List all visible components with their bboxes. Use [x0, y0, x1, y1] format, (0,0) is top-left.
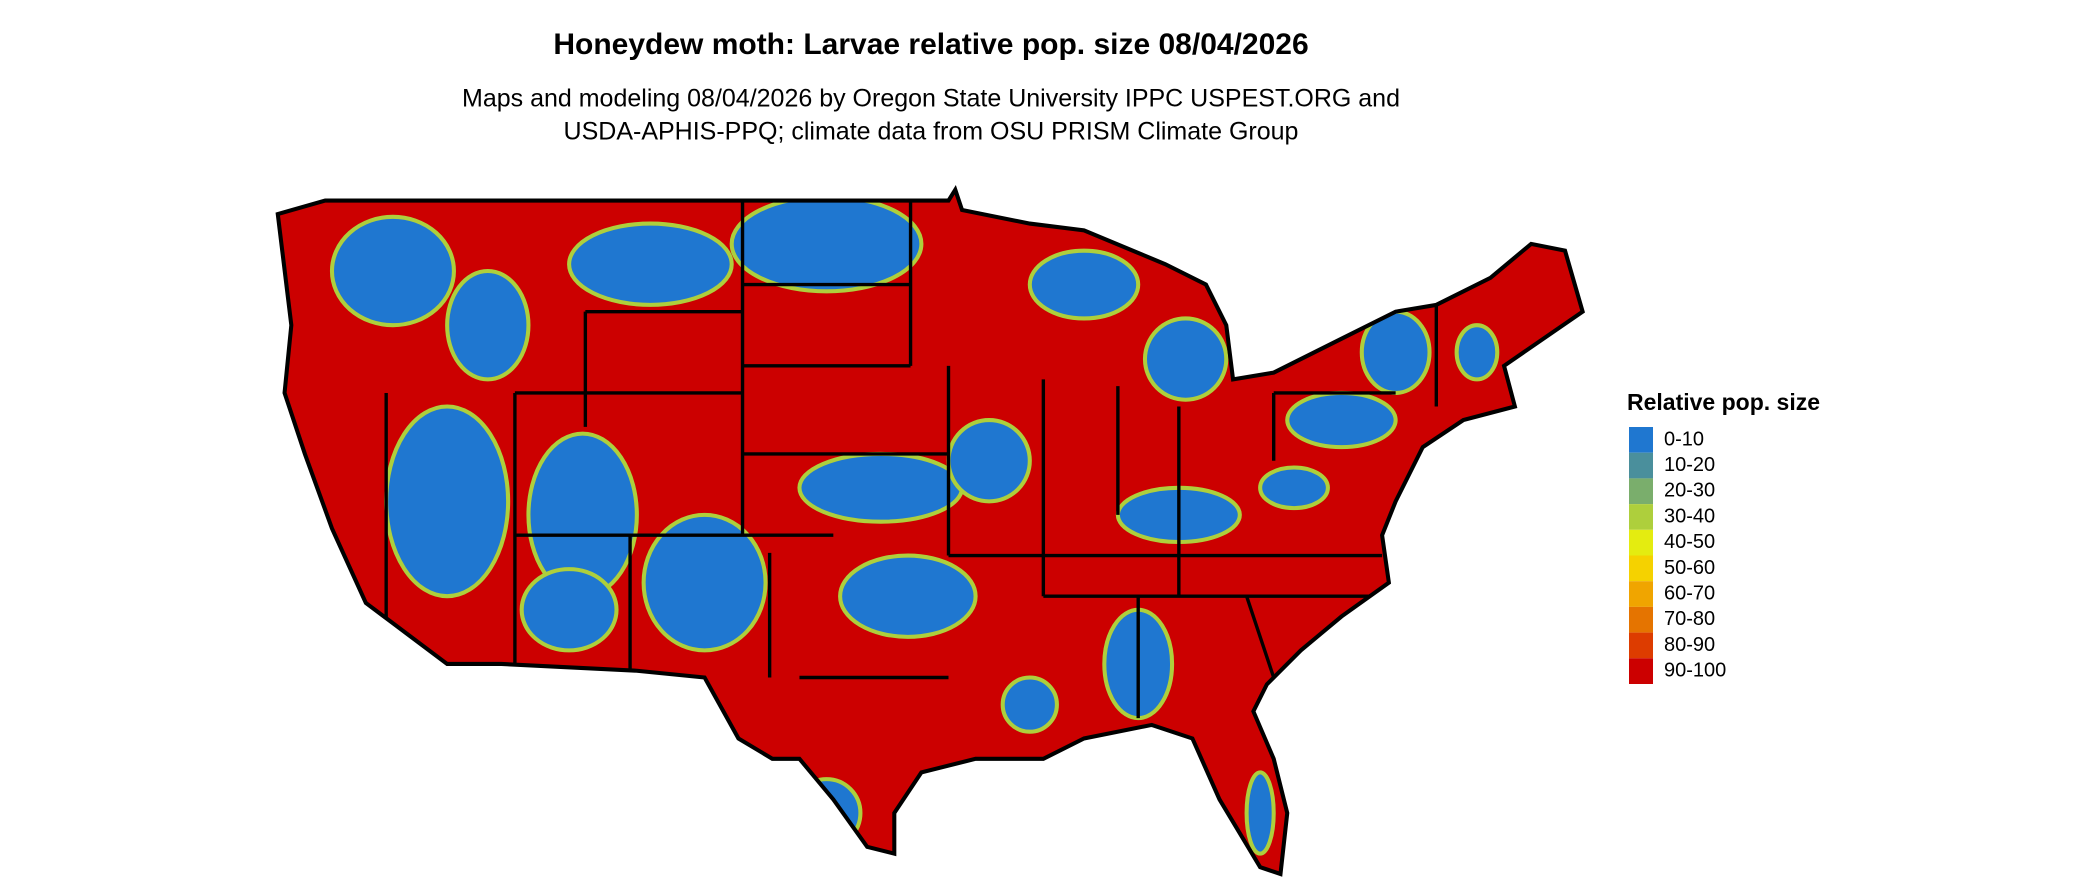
- legend-swatch: [1629, 427, 1653, 453]
- legend-swatch: [1629, 504, 1653, 530]
- legend-label: 60-70: [1664, 582, 1715, 604]
- legend-label: 0-10: [1664, 428, 1704, 450]
- title: Honeydew moth: Larvae relative pop. size…: [553, 28, 1308, 61]
- subtitle: Maps and modeling 08/04/2026 by Oregon S…: [462, 85, 1400, 113]
- legend-swatch: [1629, 478, 1653, 505]
- legend-label: 80-90: [1664, 634, 1715, 656]
- legend-label: 30-40: [1664, 505, 1715, 527]
- subtitle: USDA-APHIS-PPQ; climate data from OSU PR…: [564, 118, 1299, 146]
- legend-label: 70-80: [1664, 608, 1715, 630]
- low-regions: [329, 194, 1500, 856]
- legend-swatch: [1629, 606, 1653, 633]
- legend-swatch: [1629, 555, 1653, 582]
- state-lines: [384, 200, 1438, 719]
- legend-label: 50-60: [1664, 557, 1715, 579]
- map-fill: [277, 189, 1583, 874]
- legend-label: 20-30: [1664, 480, 1715, 502]
- legend-label: 90-100: [1664, 660, 1726, 682]
- legend-swatch: [1629, 632, 1653, 659]
- legend-title: Relative pop. size: [1627, 389, 1820, 415]
- legend-label: 10-20: [1664, 454, 1715, 476]
- legend-swatch: [1629, 529, 1653, 556]
- legend-swatch: [1629, 658, 1653, 684]
- legend-label: 40-50: [1664, 531, 1715, 553]
- legend: 0-10 10-20 20-30 30-40 40-50 50-60 60-70 70-80 8…: [1629, 427, 1726, 684]
- legend-swatch: [1629, 452, 1653, 479]
- us-map: [271, 176, 1599, 892]
- legend-swatch: [1629, 581, 1653, 607]
